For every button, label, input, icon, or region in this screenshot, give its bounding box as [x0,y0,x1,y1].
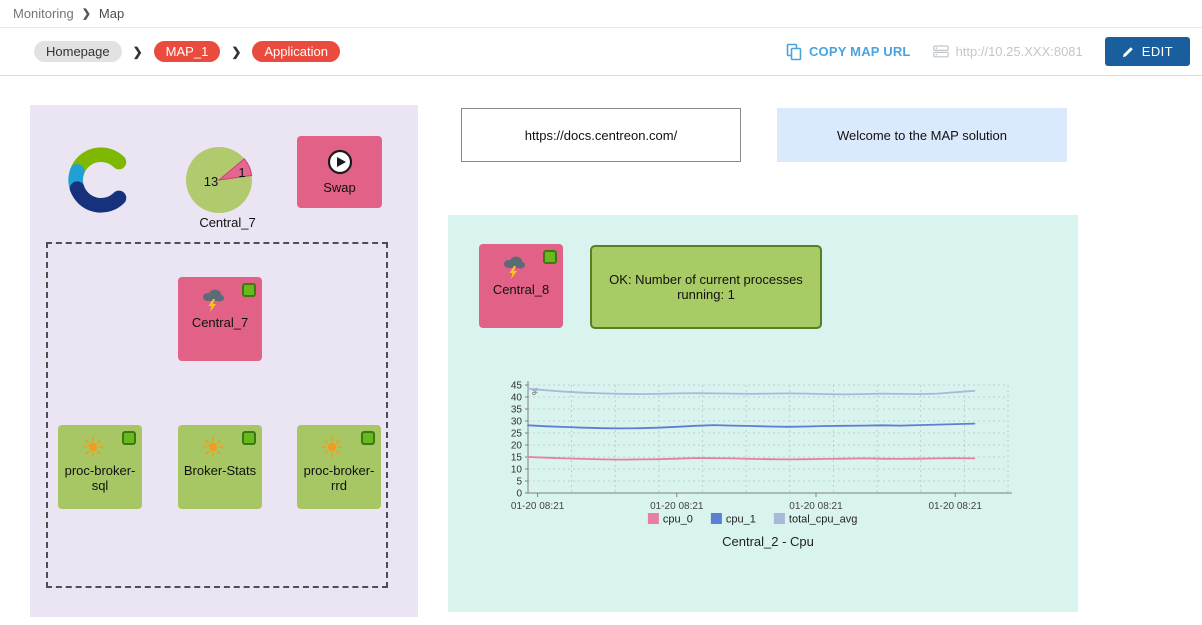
node-label: Central_8 [492,282,550,297]
svg-text:01-20 08:21: 01-20 08:21 [650,501,704,512]
copy-icon [786,43,802,60]
centreon-logo [68,147,127,213]
svg-text:total_cpu_avg: total_cpu_avg [789,514,858,526]
svg-text:10: 10 [511,465,523,476]
node-broker-stats[interactable]: Broker-Stats [178,425,262,509]
breadcrumb-page: Map [98,6,125,21]
node-label: proc-broker-rrd [303,463,375,493]
svg-text:40: 40 [511,393,523,404]
map-toolbar: Homepage ❯ MAP_1 ❯ Application COPY MAP … [0,27,1202,76]
svg-text:30: 30 [511,417,523,428]
play-icon [327,149,352,175]
server-icon [932,45,949,58]
sun-icon [321,436,343,458]
chip-map-1[interactable]: MAP_1 [153,41,221,62]
pie-major-value: 13 [204,174,218,189]
storm-cloud-icon [203,289,224,312]
node-central-8[interactable]: Central_8 [479,244,563,328]
node-label: Broker-Stats [183,463,257,478]
node-label: proc-broker-sql [64,463,136,493]
svg-text:cpu_1: cpu_1 [726,514,756,526]
chip-homepage[interactable]: Homepage [34,41,122,62]
sun-icon [202,436,224,458]
svg-text:25: 25 [511,429,523,440]
map-breadcrumb-chips: Homepage ❯ MAP_1 ❯ Application [34,41,340,62]
svg-text:0: 0 [516,489,522,500]
pie-node-label: Central_7 [199,215,256,230]
pencil-icon [1122,46,1133,57]
svg-text:01-20 08:21: 01-20 08:21 [511,501,565,512]
breadcrumb: Monitoring ❯ Map [0,0,1202,27]
edit-button-label: EDIT [1141,44,1173,59]
map-left-panel: 13 1 Central_7 Swap [30,105,418,617]
pie-minor-value: 1 [238,165,245,180]
svg-text:20: 20 [511,441,523,452]
welcome-text: Welcome to the MAP solution [836,127,1008,143]
node-label: Swap [323,180,356,195]
chevron-right-icon: ❯ [132,44,143,59]
docs-link-box[interactable]: https://docs.centreon.com/ [461,108,741,162]
status-indicator [361,431,375,445]
status-indicator [242,431,256,445]
node-proc-broker-sql[interactable]: proc-broker-sql [58,425,142,509]
sun-icon [82,436,104,458]
node-proc-broker-rrd[interactable]: proc-broker-rrd [297,425,381,509]
group-container [46,242,388,588]
edit-button[interactable]: EDIT [1104,37,1190,66]
node-swap[interactable]: Swap [297,136,382,208]
status-indicator [122,431,136,445]
docs-link-text: https://docs.centreon.com/ [524,127,678,143]
svg-text:15: 15 [511,453,523,464]
pie-chart-central7[interactable]: 13 1 [180,145,275,217]
breadcrumb-section[interactable]: Monitoring [13,6,74,21]
map-url: http://10.25.XXX:8081 [932,44,1083,59]
svg-text:01-20 08:21: 01-20 08:21 [789,501,843,512]
svg-text:5: 5 [516,477,522,488]
node-label: Central_7 [191,315,249,330]
chevron-right-icon: ❯ [231,44,242,59]
svg-text:Central_2 - Cpu: Central_2 - Cpu [722,534,814,549]
map-right-panel: Central_8 OK: Number of current processe… [448,215,1078,612]
chip-application[interactable]: Application [252,41,340,62]
node-central-7[interactable]: Central_7 [178,277,262,361]
chevron-right-icon: ❯ [81,8,91,20]
map-url-text: http://10.25.XXX:8081 [955,44,1083,59]
status-indicator [242,283,256,297]
storm-cloud-icon [504,256,525,279]
svg-text:cpu_0: cpu_0 [663,514,693,526]
toolbar-actions: COPY MAP URL http://10.25.XXX:8081 EDIT [786,37,1190,66]
svg-text:%: % [531,388,540,395]
svg-text:45: 45 [511,381,523,392]
copy-map-url-button[interactable]: COPY MAP URL [786,43,911,61]
svg-text:35: 35 [511,405,523,416]
status-indicator [543,250,557,264]
ok-status-text: OK: Number of current processes running:… [609,272,803,302]
welcome-box: Welcome to the MAP solution [777,108,1067,162]
svg-text:01-20 08:21: 01-20 08:21 [929,501,983,512]
ok-status-box: OK: Number of current processes running:… [590,245,822,329]
copy-map-url-label: COPY MAP URL [808,44,911,59]
